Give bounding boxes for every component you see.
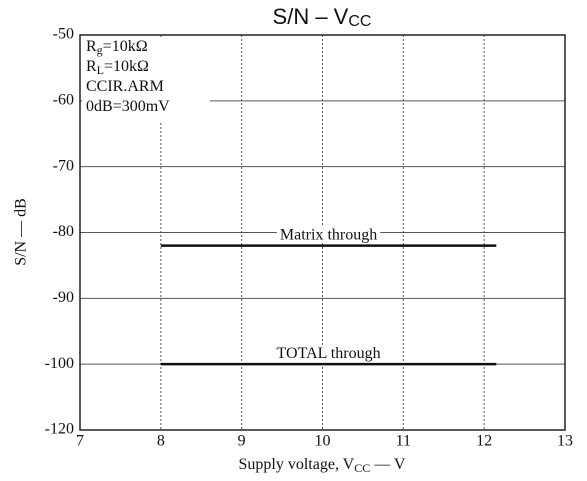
y-tick-label: -50 <box>53 26 74 43</box>
note-text: R <box>86 58 97 75</box>
plot-frame <box>79 34 566 431</box>
y-tick-label: -120 <box>45 421 74 438</box>
x-axis-label: Supply voltage, VCC — V <box>239 456 406 475</box>
note-text: R <box>86 38 97 55</box>
series-label: TOTAL through <box>277 345 381 362</box>
note-text: 0dB=300mV <box>86 98 170 115</box>
chart-title: S/N – VCC <box>273 4 372 30</box>
note-text: =10kΩ <box>104 58 149 75</box>
note: Rg=10kΩ <box>86 38 148 57</box>
series-label: Matrix through <box>280 226 377 243</box>
x-tick-label: 13 <box>557 433 573 450</box>
x-label-main: Supply voltage, V <box>239 456 355 473</box>
note: 0dB=300mV <box>86 98 170 115</box>
x-label-rest: — V <box>370 456 406 473</box>
x-tick-label: 7 <box>76 433 84 450</box>
note: CCIR.ARM <box>86 78 164 95</box>
x-tick-label: 11 <box>396 433 411 450</box>
note-sub: g <box>97 43 103 57</box>
title-sub: CC <box>348 13 371 30</box>
y-tick-label: -70 <box>53 157 74 174</box>
y-tick-label: -80 <box>53 223 74 240</box>
title-main: S/N – V <box>273 4 349 29</box>
note-sub: L <box>97 63 104 77</box>
y-tick-label: -100 <box>45 355 74 372</box>
y-tick-label: -90 <box>53 289 74 306</box>
y-axis-label: S/N — dB <box>13 198 30 266</box>
note-background <box>82 37 210 123</box>
x-label-sub: CC <box>354 461 370 475</box>
series-label-background <box>273 344 384 362</box>
x-tick-label: 12 <box>476 433 492 450</box>
x-tick-label: 8 <box>157 433 165 450</box>
y-tick-label: -60 <box>53 92 74 109</box>
note: RL=10kΩ <box>86 58 149 77</box>
note-text: CCIR.ARM <box>86 78 164 95</box>
x-tick-label: 10 <box>315 433 331 450</box>
series-label-background <box>276 226 381 244</box>
note-text: =10kΩ <box>103 38 148 55</box>
x-tick-label: 9 <box>238 433 246 450</box>
